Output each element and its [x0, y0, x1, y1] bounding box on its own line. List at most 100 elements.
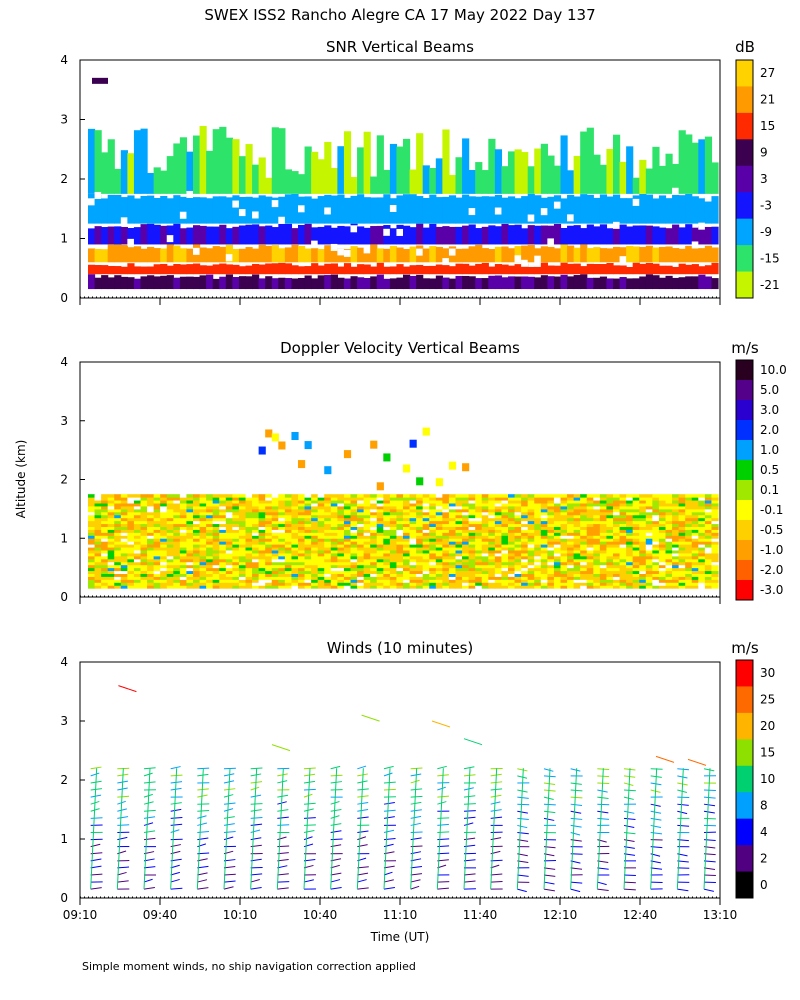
wind-barb	[383, 886, 395, 890]
velocity-cell	[455, 526, 463, 530]
colorbar-label: 30	[760, 666, 775, 680]
velocity-cell	[409, 535, 417, 539]
snr-cell	[219, 276, 227, 290]
velocity-cell	[363, 526, 371, 530]
wind-barb	[517, 775, 528, 779]
velocity-cell	[238, 585, 247, 589]
velocity-cell	[153, 497, 161, 501]
velocity-cell	[350, 503, 358, 507]
velocity-cell	[567, 508, 575, 513]
velocity-cell	[599, 520, 608, 525]
velocity-cell	[133, 520, 142, 525]
snr-cell	[462, 263, 470, 275]
snr-gap	[127, 238, 135, 246]
velocity-cell	[147, 526, 155, 530]
velocity-cell	[632, 494, 640, 498]
velocity-cell	[632, 508, 640, 513]
velocity-cell	[567, 523, 575, 527]
snr-cell	[593, 154, 601, 194]
velocity-cell	[389, 532, 398, 536]
snr-cell	[481, 170, 489, 194]
velocity-cell	[232, 544, 240, 548]
velocity-cell	[120, 547, 128, 551]
velocity-cell	[475, 547, 483, 551]
velocity-cell	[606, 550, 614, 554]
snr-cell	[521, 276, 529, 290]
velocity-cell	[691, 576, 699, 580]
velocity-cell	[416, 517, 424, 522]
velocity-cell	[396, 494, 404, 498]
velocity-cell	[560, 570, 568, 574]
velocity-cell	[127, 514, 135, 519]
velocity-cell	[547, 564, 555, 569]
snr-cell	[140, 195, 148, 224]
velocity-cell	[553, 535, 562, 539]
velocity-cell	[140, 579, 148, 583]
velocity-cell	[127, 573, 135, 577]
velocity-cell	[521, 503, 529, 507]
velocity-cell	[527, 564, 535, 569]
velocity-cell	[619, 532, 627, 536]
snr-cell	[475, 278, 483, 290]
velocity-cell	[101, 579, 109, 583]
snr-cell	[127, 247, 135, 263]
velocity-cell	[370, 514, 378, 519]
velocity-cell	[238, 532, 247, 536]
wind-barb	[330, 823, 342, 826]
velocity-cell	[193, 523, 201, 527]
velocity-cell	[573, 579, 581, 583]
velocity-cell	[665, 550, 673, 554]
velocity-cell	[133, 511, 142, 516]
velocity-cell	[488, 552, 496, 557]
velocity-cell	[324, 511, 332, 516]
velocity-cell	[567, 517, 575, 522]
snr-cell	[639, 246, 647, 263]
velocity-cell	[613, 532, 621, 536]
snr-cell	[494, 149, 503, 194]
velocity-cell	[166, 544, 174, 548]
velocity-cell	[521, 517, 529, 522]
velocity-cell	[284, 526, 293, 530]
velocity-cell	[678, 520, 686, 525]
velocity-cell	[613, 564, 621, 569]
snr-cell	[704, 136, 713, 194]
velocity-cell	[291, 494, 299, 498]
velocity-cell	[363, 552, 371, 557]
snr-cell	[652, 226, 660, 245]
wind-barb	[357, 795, 369, 798]
velocity-cell	[252, 494, 260, 498]
velocity-cell	[442, 497, 450, 501]
velocity-cell	[330, 547, 338, 551]
colorbar-swatch	[736, 192, 753, 220]
velocity-cell	[343, 561, 352, 566]
velocity-cell	[363, 576, 371, 580]
snr-cell	[521, 196, 529, 224]
colorbar-swatch	[736, 480, 753, 501]
velocity-cell	[271, 544, 279, 548]
velocity-cell	[383, 494, 391, 498]
velocity-cell	[311, 582, 319, 586]
velocity-cell	[147, 494, 155, 498]
velocity-cell	[343, 576, 352, 580]
snr-cell	[147, 223, 155, 245]
velocity-cell	[435, 570, 443, 574]
velocity-cell	[284, 538, 293, 542]
y-tick-label: 3	[60, 714, 68, 728]
wind-barb	[143, 768, 151, 890]
wind-barb	[330, 808, 342, 812]
colorbar-swatch	[736, 500, 753, 521]
velocity-cell	[606, 526, 614, 530]
velocity-cell	[298, 517, 306, 522]
velocity-cell	[337, 529, 345, 533]
velocity-cell	[475, 582, 483, 586]
velocity-cell	[317, 552, 325, 557]
velocity-cell	[658, 535, 667, 539]
velocity-cell	[527, 576, 535, 580]
velocity-cell	[101, 576, 109, 580]
velocity-cell	[166, 573, 174, 577]
velocity-cell	[514, 503, 522, 507]
velocity-cell	[114, 508, 122, 513]
snr-cell	[383, 169, 391, 194]
velocity-cell	[370, 550, 378, 554]
velocity-cell	[238, 511, 247, 516]
